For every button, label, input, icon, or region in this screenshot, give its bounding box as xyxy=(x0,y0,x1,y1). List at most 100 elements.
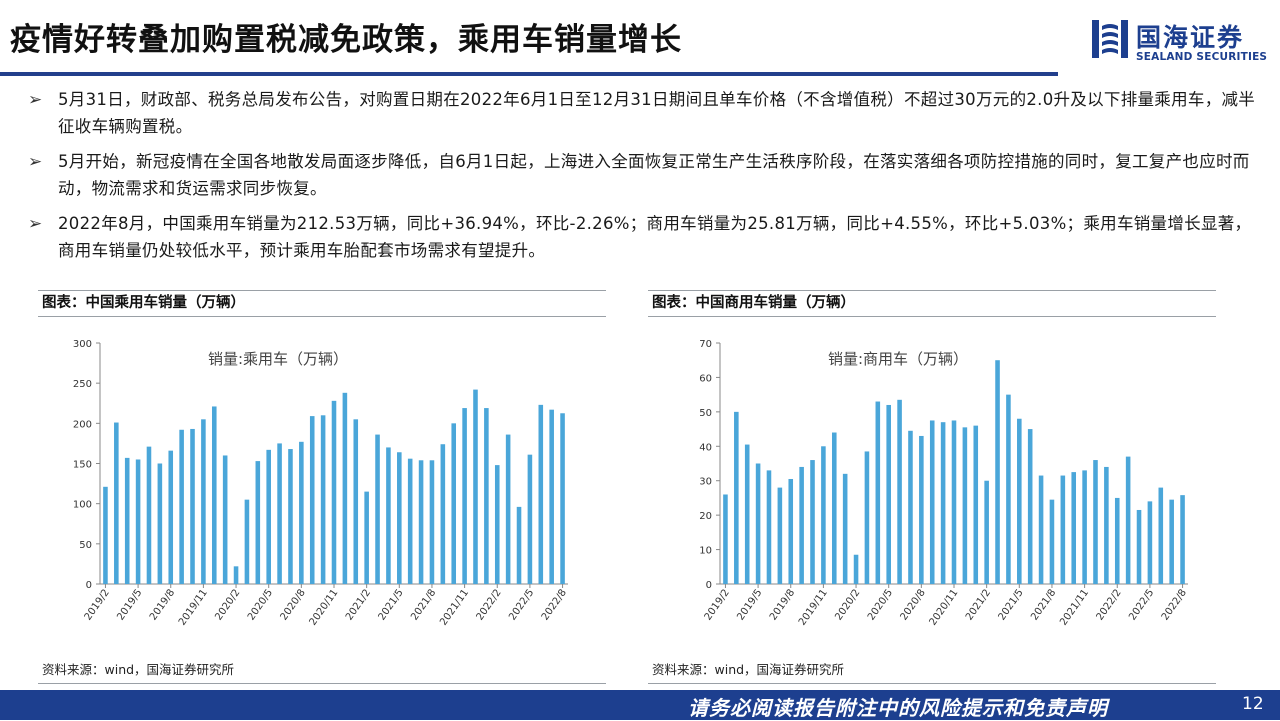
bar xyxy=(135,459,141,584)
y-tick-label: 0 xyxy=(86,580,92,591)
x-tick-label: 2019/2 xyxy=(83,587,112,622)
passenger-car-bar-chart: 0 50 100 150 200 250 300 2019/2 2019/5 2019/8 2019… xyxy=(73,339,569,628)
x-tick-label: 2019/11 xyxy=(797,587,830,627)
chart-source: 资料来源：wind，国海证券研究所 xyxy=(652,662,845,677)
bar xyxy=(386,447,391,584)
bar xyxy=(222,455,228,584)
bar xyxy=(538,404,544,584)
y-tick-label: 70 xyxy=(699,339,712,350)
passenger-car-chart-panel: 图表：中国乘用车销量（万辆） 0 50 100 150 200 250 300 2019/2 2… xyxy=(38,290,606,684)
x-tick-label: 2020/5 xyxy=(246,587,275,622)
x-tick-label: 2019/8 xyxy=(148,587,177,622)
bar xyxy=(440,444,446,584)
y-tick-label: 50 xyxy=(699,408,712,419)
bar xyxy=(494,465,500,584)
bar xyxy=(1006,394,1011,584)
bar xyxy=(1169,499,1174,584)
bar xyxy=(114,422,119,584)
x-tick-label: 2021/5 xyxy=(377,587,406,622)
bar xyxy=(397,452,402,584)
bar xyxy=(1060,475,1066,584)
bar xyxy=(277,443,282,584)
legend-label: 销量:乘用车（万辆） xyxy=(208,350,348,368)
commercial-vehicle-bar-chart: 0 10 20 30 40 50 60 70 2019/2 2019/5 2019/8 2019/11… xyxy=(699,339,1189,628)
bar xyxy=(1038,475,1044,584)
x-tick-label: 2022/2 xyxy=(475,587,504,622)
bar xyxy=(124,457,130,584)
bar xyxy=(353,419,359,584)
bar xyxy=(734,411,739,584)
bar xyxy=(1125,456,1131,584)
x-tick-label: 2020/8 xyxy=(279,587,308,622)
x-tick-label: 2022/5 xyxy=(1127,587,1156,622)
arrow-bullet-icon: ➢ xyxy=(28,152,43,172)
bar xyxy=(255,461,261,584)
x-tick-label: 2021/11 xyxy=(1058,587,1091,627)
x-tick-label: 2019/5 xyxy=(115,587,144,622)
y-tick-label: 20 xyxy=(699,511,712,522)
bar xyxy=(473,389,478,584)
chart-source: 资料来源：wind，国海证券研究所 xyxy=(42,662,235,677)
x-tick-label: 2022/8 xyxy=(1160,587,1189,622)
bar xyxy=(1027,429,1033,584)
y-tick-label: 100 xyxy=(73,500,92,511)
bullet-text: 2022年8月，中国乘用车销量为212.53万辆，同比+36.94%，环比-2.… xyxy=(58,214,1252,260)
panel-title-rule xyxy=(38,316,606,317)
bar xyxy=(103,486,108,584)
bullet-item: ➢ 5月开始，新冠疫情在全国各地散发局面逐步降低，自6月1日起，上海进入全面恢复… xyxy=(28,148,1258,202)
bar xyxy=(810,460,815,584)
x-tick-label: 2021/8 xyxy=(409,587,438,622)
bar xyxy=(244,499,250,584)
x-tick-label: 2020/11 xyxy=(928,587,961,627)
legend-label: 销量:商用车（万辆） xyxy=(828,350,968,368)
bar xyxy=(908,430,913,584)
page-title: 疫情好转叠加购置税减免政策，乘用车销量增长 xyxy=(10,22,682,58)
x-tick-label: 2020/2 xyxy=(833,587,862,622)
bar xyxy=(288,449,293,584)
x-tick-label: 2021/8 xyxy=(1029,587,1058,622)
bar xyxy=(320,415,326,584)
bar xyxy=(1147,501,1153,584)
bar xyxy=(766,470,772,584)
sealand-logo-icon xyxy=(1092,20,1128,58)
y-tick-label: 10 xyxy=(699,546,712,557)
bullet-text: 5月开始，新冠疫情在全国各地散发局面逐步降低，自6月1日起，上海进入全面恢复正常… xyxy=(58,152,1250,198)
bar xyxy=(744,444,750,584)
y-tick-label: 150 xyxy=(73,460,92,471)
bar xyxy=(168,450,174,584)
x-tick-label: 2020/5 xyxy=(866,587,895,622)
sealand-logo: 国海证券 SEALAND SECURITIES xyxy=(1090,16,1270,70)
bar xyxy=(842,473,848,584)
bar xyxy=(1180,495,1185,584)
bar xyxy=(331,400,337,584)
x-tick-label: 2021/5 xyxy=(997,587,1026,622)
y-tick-label: 0 xyxy=(706,580,712,591)
disclaimer-text: 请务必阅读报告附注中的风险提示和免责声明 xyxy=(688,696,1108,720)
bar xyxy=(527,454,533,584)
bullet-list: ➢ 5月31日，财政部、税务总局发布公告，对购置日期在2022年6月1日至12月… xyxy=(28,86,1258,272)
bar xyxy=(516,506,522,584)
bar xyxy=(190,428,195,584)
bar xyxy=(1049,499,1055,584)
bar xyxy=(201,419,206,584)
bar xyxy=(951,420,957,584)
bar xyxy=(342,392,348,584)
chart-title: 图表：中国商用车销量（万辆） xyxy=(652,295,855,311)
bar xyxy=(788,478,794,584)
bar xyxy=(1093,460,1098,584)
bar xyxy=(211,406,217,584)
footer-bar: 请务必阅读报告附注中的风险提示和免责声明 12 xyxy=(0,690,1280,720)
y-tick-label: 200 xyxy=(73,419,92,430)
x-tick-label: 2022/5 xyxy=(507,587,536,622)
x-tick-label: 2019/5 xyxy=(735,587,764,622)
bar xyxy=(1158,487,1164,584)
bar xyxy=(995,360,1000,584)
bar xyxy=(973,425,979,584)
bar xyxy=(864,451,870,584)
y-tick-label: 250 xyxy=(73,379,92,390)
commercial-vehicle-chart-panel: 图表：中国商用车销量（万辆） 0 10 20 30 40 50 60 70 2019/2 2019… xyxy=(648,290,1216,684)
x-tick-label: 2019/8 xyxy=(768,587,797,622)
x-tick-label: 2021/2 xyxy=(344,587,373,622)
bar xyxy=(560,413,565,584)
bar xyxy=(799,466,804,584)
